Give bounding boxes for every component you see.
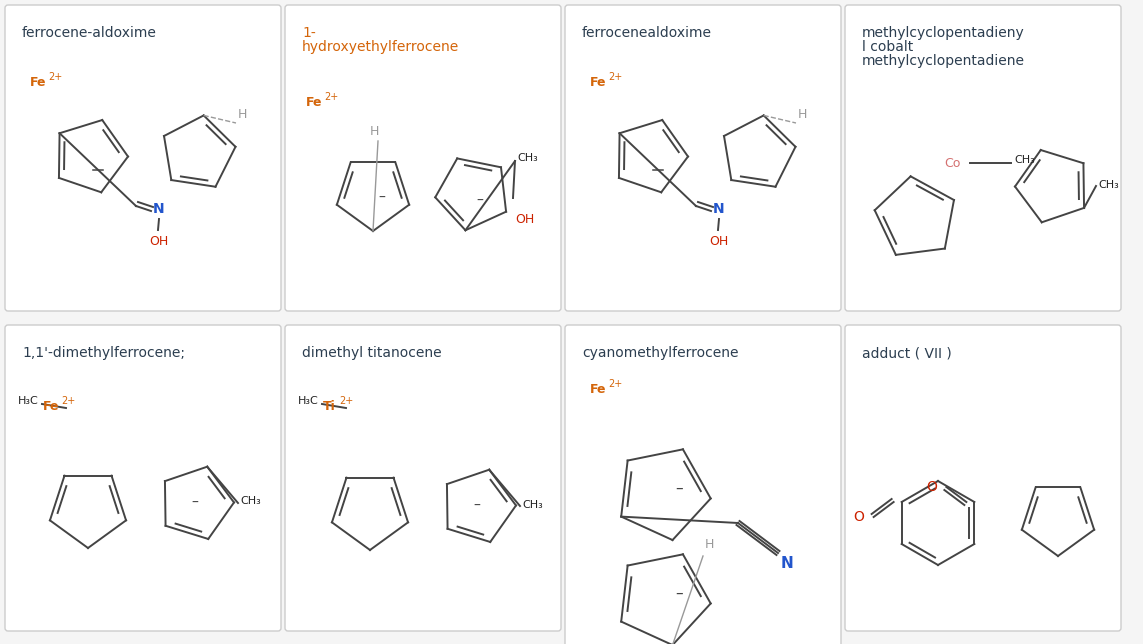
Text: 2+: 2+: [48, 72, 62, 82]
Text: cyanomethylferrocene: cyanomethylferrocene: [582, 346, 738, 360]
Text: –: –: [676, 480, 682, 495]
FancyBboxPatch shape: [285, 5, 561, 311]
Text: OH: OH: [149, 235, 168, 248]
Text: ferrocene-aldoxime: ferrocene-aldoxime: [22, 26, 157, 40]
FancyBboxPatch shape: [845, 325, 1121, 631]
Text: O: O: [926, 480, 937, 494]
Text: CH₃: CH₃: [1098, 180, 1119, 190]
Text: ferrocenealdoxime: ferrocenealdoxime: [582, 26, 712, 40]
Text: Fe: Fe: [30, 76, 47, 89]
FancyBboxPatch shape: [5, 5, 281, 311]
Text: N: N: [153, 202, 165, 216]
Text: Ti: Ti: [323, 400, 336, 413]
Text: 1,1'-dimethylferrocene;: 1,1'-dimethylferrocene;: [22, 346, 185, 360]
FancyBboxPatch shape: [845, 5, 1121, 311]
Text: Fe: Fe: [306, 96, 322, 109]
Text: N: N: [713, 202, 725, 216]
Text: H: H: [798, 108, 807, 121]
Text: 2+: 2+: [608, 72, 622, 82]
Text: 2+: 2+: [61, 396, 75, 406]
FancyBboxPatch shape: [565, 5, 841, 311]
Text: 2+: 2+: [608, 379, 622, 389]
Text: adduct ( VII ): adduct ( VII ): [862, 346, 952, 360]
Text: methylcyclopentadiene: methylcyclopentadiene: [862, 54, 1025, 68]
Text: Fe: Fe: [590, 76, 607, 89]
Text: CH₃: CH₃: [1014, 155, 1034, 165]
Text: CH₃: CH₃: [517, 153, 537, 163]
Text: H: H: [238, 108, 247, 121]
Text: –: –: [378, 191, 385, 205]
Text: Co: Co: [944, 157, 960, 170]
Text: H₃C: H₃C: [298, 396, 319, 406]
Text: –: –: [191, 496, 198, 510]
Text: 2+: 2+: [323, 92, 338, 102]
Text: OH: OH: [709, 235, 728, 248]
Text: Fe: Fe: [43, 400, 59, 413]
Text: –: –: [676, 585, 682, 600]
FancyBboxPatch shape: [5, 325, 281, 631]
Text: CH₃: CH₃: [240, 496, 261, 506]
Text: l cobalt: l cobalt: [862, 40, 913, 54]
Text: 2+: 2+: [339, 396, 353, 406]
Text: –: –: [475, 194, 482, 208]
Text: H: H: [370, 125, 379, 138]
Text: Fe: Fe: [590, 383, 607, 396]
Text: CH₃: CH₃: [522, 500, 543, 510]
Text: dimethyl titanocene: dimethyl titanocene: [302, 346, 441, 360]
Text: –: –: [473, 499, 480, 513]
Text: H₃C: H₃C: [18, 396, 39, 406]
FancyBboxPatch shape: [565, 325, 841, 644]
Text: O: O: [854, 510, 864, 524]
Text: H: H: [705, 538, 714, 551]
FancyBboxPatch shape: [285, 325, 561, 631]
Text: OH: OH: [515, 213, 534, 226]
Text: hydroxyethylferrocene: hydroxyethylferrocene: [302, 40, 459, 54]
Text: methylcyclopentadieny: methylcyclopentadieny: [862, 26, 1025, 40]
Text: 1-: 1-: [302, 26, 315, 40]
Text: N: N: [781, 556, 793, 571]
